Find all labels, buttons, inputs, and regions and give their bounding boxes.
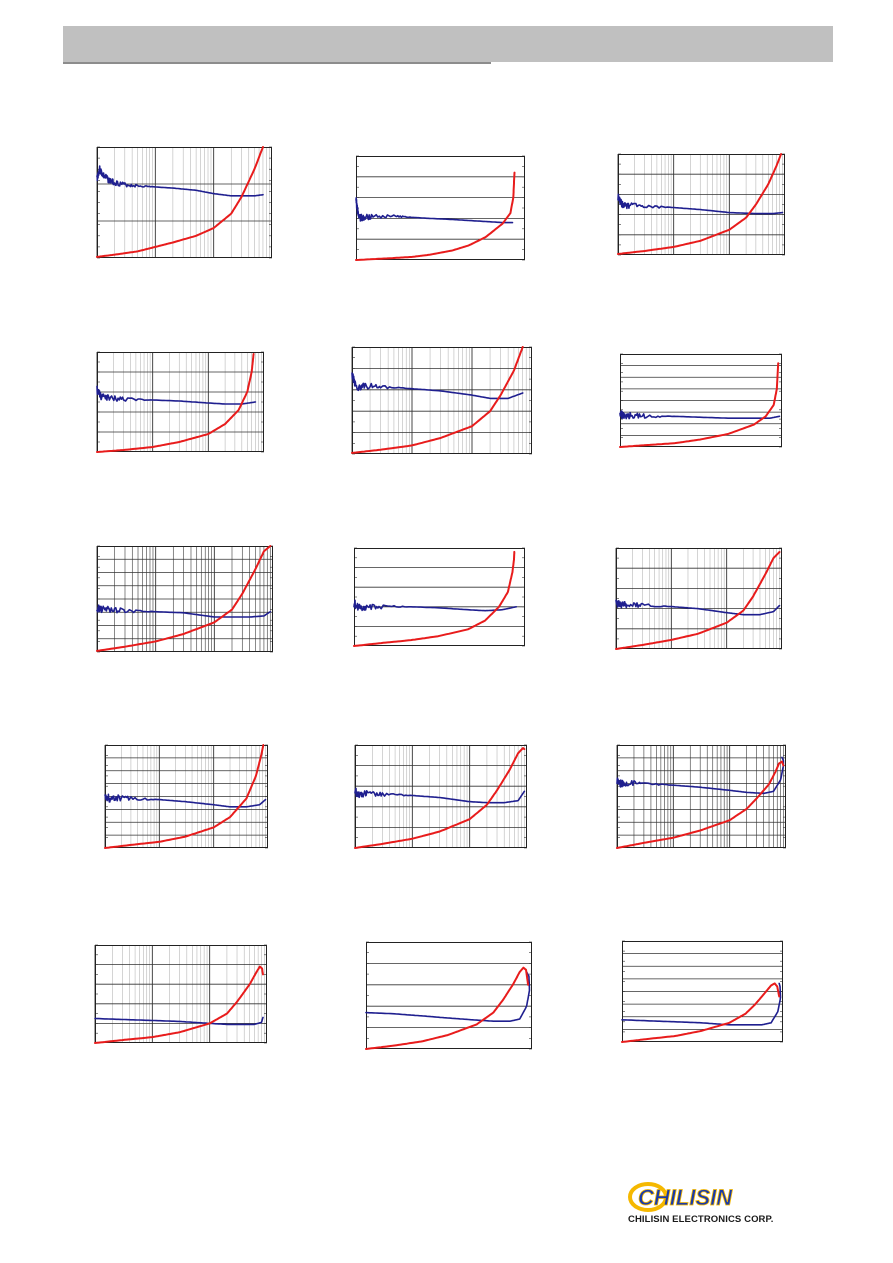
- chart-grid: [96, 351, 264, 453]
- chart-frame: [97, 546, 273, 652]
- chart-plot-area: [355, 155, 525, 261]
- series-line-red: [353, 550, 516, 647]
- chart-plot-area: [104, 744, 268, 849]
- chart-2: [355, 155, 525, 261]
- series-line-blue: [94, 1016, 264, 1026]
- series-line-red: [96, 146, 264, 258]
- chart-14: [365, 941, 532, 1050]
- chart-7: [96, 545, 273, 653]
- series-line-blue: [353, 599, 517, 612]
- header-rule: [63, 62, 491, 64]
- chart-6: [619, 353, 782, 448]
- series-line-blue: [621, 982, 782, 1026]
- chart-frame: [617, 745, 786, 848]
- chart-grid: [104, 744, 268, 849]
- chart-plot-area: [354, 744, 527, 849]
- chart-grid: [620, 353, 782, 448]
- series-line-blue: [96, 604, 272, 618]
- series-line-red: [351, 346, 524, 454]
- chart-1: [96, 146, 272, 259]
- series-line-red: [354, 747, 526, 849]
- chart-grid: [616, 744, 786, 849]
- chilisin-logo: CHILISIN: [628, 1178, 828, 1238]
- chart-frame: [616, 548, 782, 649]
- chart-frame: [622, 941, 783, 1042]
- series-line-red: [96, 353, 255, 453]
- series-line-red: [355, 171, 516, 261]
- chart-plot-area: [94, 944, 267, 1044]
- series-line-red: [621, 982, 781, 1043]
- series-line-red: [365, 966, 530, 1050]
- chart-frame: [355, 745, 527, 848]
- series-line-blue: [615, 599, 781, 616]
- logo-ring: [628, 1182, 668, 1212]
- series-line-red: [96, 545, 272, 652]
- series-line-blue: [104, 793, 267, 808]
- chart-grid: [94, 944, 267, 1044]
- series-line-blue: [96, 385, 257, 405]
- chart-15: [621, 940, 783, 1043]
- chart-5: [351, 346, 532, 455]
- logo-caption: CHILISIN ELECTRONICS CORP.: [628, 1214, 774, 1225]
- series-line-red: [615, 551, 781, 650]
- chart-frame: [97, 352, 264, 452]
- chart-frame: [352, 347, 532, 454]
- series-line-red: [617, 153, 783, 255]
- chart-frame: [356, 156, 525, 260]
- logo-wordmark: CHILISIN: [638, 1185, 733, 1210]
- chart-8: [353, 547, 525, 647]
- chart-13: [94, 944, 267, 1044]
- chart-plot-area: [351, 346, 532, 455]
- chart-frame: [620, 354, 782, 447]
- chart-frame: [95, 945, 267, 1043]
- chart-plot-area: [96, 146, 272, 259]
- chart-frame: [97, 147, 272, 258]
- series-line-blue: [617, 193, 784, 215]
- chart-grid: [354, 547, 525, 647]
- chart-grid: [366, 941, 532, 1050]
- chart-plot-area: [353, 547, 525, 647]
- chart-4: [96, 351, 264, 453]
- series-line-blue: [96, 165, 264, 197]
- chart-grid: [622, 940, 783, 1043]
- chart-plot-area: [619, 353, 782, 448]
- chart-grid: [356, 155, 525, 261]
- chart-9: [615, 547, 782, 650]
- series-line-blue: [355, 197, 514, 224]
- series-line-red: [619, 362, 780, 448]
- series-line-red: [94, 965, 264, 1044]
- chart-10: [104, 744, 268, 849]
- chart-frame: [366, 942, 532, 1049]
- chart-12: [616, 744, 786, 849]
- chart-plot-area: [617, 153, 785, 256]
- series-line-red: [104, 744, 265, 849]
- chart-frame: [354, 548, 525, 646]
- chart-3: [617, 153, 785, 256]
- chart-frame: [618, 154, 785, 255]
- chart-grid: [96, 545, 273, 653]
- chart-plot-area: [621, 940, 783, 1043]
- chart-plot-area: [96, 545, 273, 653]
- series-line-blue: [351, 372, 524, 400]
- series-line-blue: [616, 756, 785, 795]
- chart-11: [354, 744, 527, 849]
- header-bar: [63, 26, 833, 62]
- chart-plot-area: [615, 547, 782, 650]
- series-line-blue: [354, 787, 526, 804]
- series-line-red: [616, 760, 785, 849]
- series-line-blue: [365, 971, 531, 1022]
- chilisin-logo-mark: CHILISIN: [628, 1182, 734, 1212]
- chart-grid: [96, 146, 272, 259]
- chart-plot-area: [96, 351, 264, 453]
- chart-plot-area: [616, 744, 786, 849]
- chart-plot-area: [365, 941, 532, 1050]
